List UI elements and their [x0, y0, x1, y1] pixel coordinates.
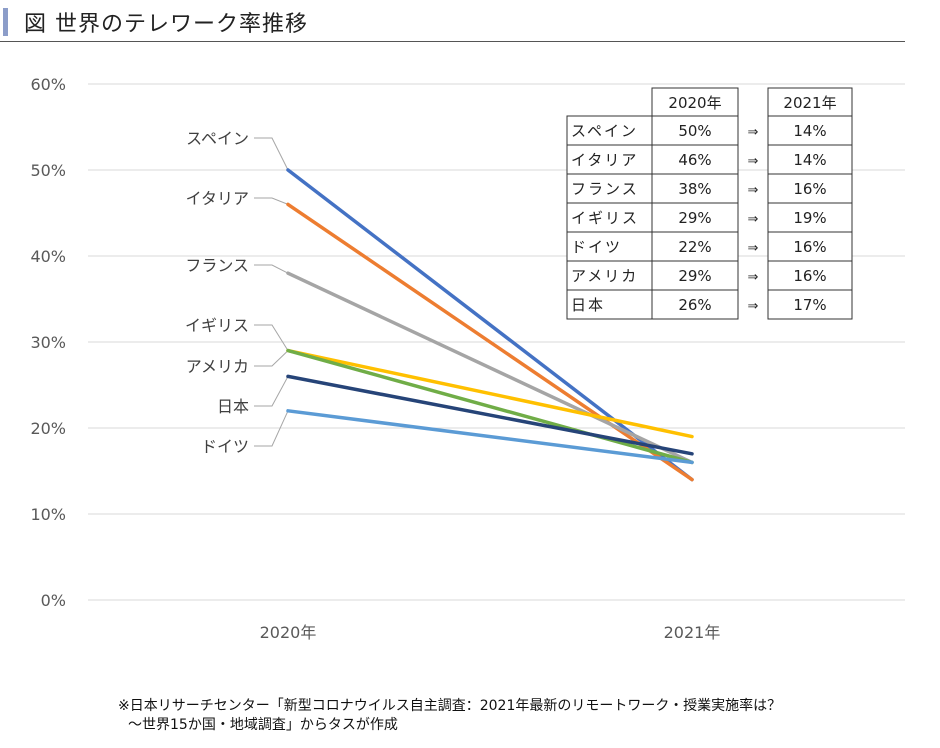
leader-line [254, 350, 289, 367]
table-value-2020: 46% [678, 151, 711, 169]
table-cell [767, 231, 853, 262]
series-line [286, 409, 694, 465]
table-cell [651, 115, 739, 146]
source-note-line-2: ～世界15か国・地域調査」からタスが作成 [128, 717, 398, 733]
table-cell [767, 202, 853, 233]
table-cell [566, 144, 653, 175]
table-cell [767, 115, 853, 146]
y-tick-label: 10% [30, 505, 66, 524]
page-title: 図 世界のテレワーク率推移 [24, 12, 308, 37]
series-label: スペイン [186, 129, 249, 148]
leader-line [254, 324, 289, 351]
table-value-2021: 17% [793, 296, 826, 314]
leader-line [254, 197, 289, 205]
series-line [286, 374, 694, 456]
table-value-2021: 14% [793, 122, 826, 140]
table-country: イタリア [571, 151, 638, 169]
table-value-2020: 22% [678, 238, 711, 256]
table-country: スペイン [571, 122, 638, 140]
table-cell [651, 289, 739, 320]
table-arrow: ⇒ [748, 154, 759, 169]
series-label: アメリカ [186, 357, 249, 376]
table-value-2021: 14% [793, 151, 826, 169]
table-value-2021: 16% [793, 238, 826, 256]
table-cell [651, 202, 739, 233]
series-label: イタリア [186, 189, 249, 208]
series-label: ドイツ [201, 437, 249, 456]
table-value-2021: 19% [793, 209, 826, 227]
table-country: アメリカ [571, 267, 638, 285]
series-line [286, 348, 694, 439]
leader-line [254, 264, 289, 274]
title-divider [0, 41, 905, 42]
table-cell [566, 173, 653, 204]
table-cell [651, 231, 739, 262]
table-cell [566, 260, 653, 291]
table-arrow: ⇒ [748, 241, 759, 256]
table-value-2020: 38% [678, 180, 711, 198]
series-line [286, 168, 694, 482]
table-header-cell [767, 87, 853, 117]
series-line [286, 348, 694, 465]
leader-line [254, 410, 289, 447]
leader-line [254, 137, 289, 171]
table-arrow: ⇒ [748, 270, 759, 285]
table-header: 2021年 [783, 94, 836, 112]
line-chart: 0%10%20%30%40%50%60%2020年 2021年スペインイタリアフラ… [30, 75, 905, 642]
table-cell [767, 289, 853, 320]
y-tick-label: 60% [30, 75, 66, 94]
table-value-2021: 16% [793, 267, 826, 285]
table-arrow: ⇒ [748, 125, 759, 140]
table-value-2020: 29% [678, 267, 711, 285]
series-label: フランス [185, 256, 249, 275]
table-value-2020: 50% [678, 122, 711, 140]
table-country: イギリス [571, 209, 639, 227]
table-header-cell [651, 87, 739, 117]
source-note: ※日本リサーチセンター「新型コロナウイルス自主調査：2021年最新のリモートワー… [118, 697, 781, 735]
y-tick-label: 50% [30, 161, 66, 180]
table-country: フランス [571, 180, 639, 198]
y-tick-label: 20% [30, 419, 66, 438]
series-label: 日本 [217, 397, 249, 416]
table-arrow: ⇒ [748, 299, 759, 314]
table-cell [767, 144, 853, 175]
y-tick-label: 40% [30, 247, 66, 266]
table-country: ドイツ [571, 238, 622, 256]
table-value-2020: 29% [678, 209, 711, 227]
table-cell [651, 260, 739, 291]
series-line [286, 271, 694, 465]
y-tick-label: 30% [30, 333, 66, 352]
series-label: イギリス [185, 316, 249, 335]
title-accent-bar [3, 8, 8, 36]
x-tick-label: 2021年 [664, 623, 721, 642]
table-cell [566, 289, 653, 320]
y-tick-label: 0% [41, 591, 66, 610]
x-tick-label: 2020年 [260, 623, 317, 642]
table-cell [566, 231, 653, 262]
table-arrow: ⇒ [748, 183, 759, 198]
table-country: 日本 [571, 296, 605, 314]
source-note-line-1: ※日本リサーチセンター「新型コロナウイルス自主調査：2021年最新のリモートワー… [118, 698, 782, 714]
table-header: 2020年 [668, 94, 721, 112]
table-value-2021: 16% [793, 180, 826, 198]
series-line [286, 202, 694, 482]
leader-line [254, 376, 289, 407]
table-value-2020: 26% [678, 296, 711, 314]
table-cell [566, 202, 653, 233]
table-arrow: ⇒ [748, 212, 759, 227]
